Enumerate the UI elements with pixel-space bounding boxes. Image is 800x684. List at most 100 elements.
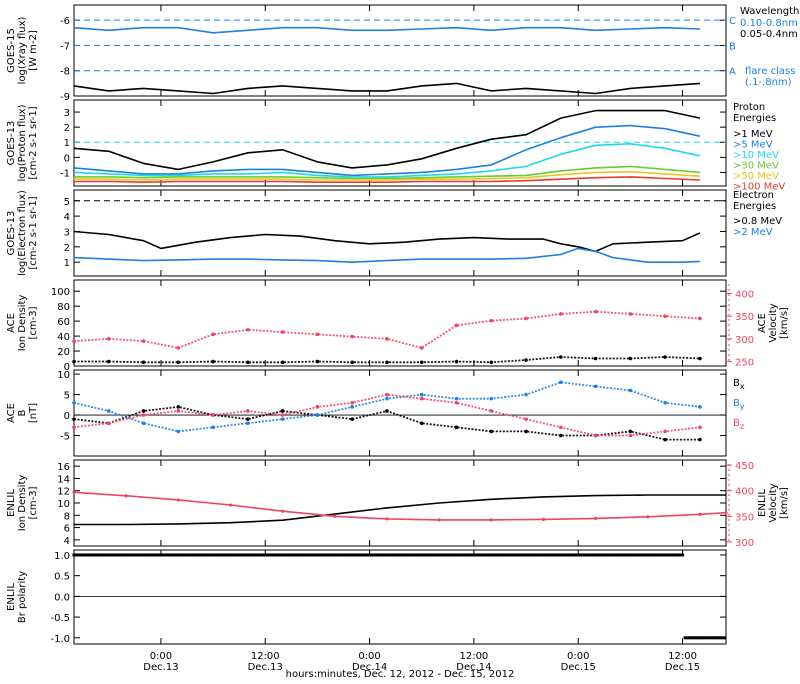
polarity-point — [552, 553, 556, 557]
polarity-point — [244, 553, 248, 557]
y-tick-label: 100 — [51, 287, 70, 298]
data-point — [72, 359, 76, 364]
polarity-point — [716, 636, 720, 640]
polarity-point — [646, 553, 650, 557]
y-right-tick-label: 350 — [735, 312, 754, 323]
polarity-point — [426, 553, 430, 557]
data-point — [72, 425, 76, 430]
polarity-point — [550, 553, 554, 557]
polarity-point — [568, 553, 572, 557]
panel-frame — [73, 459, 727, 547]
polarity-point — [444, 553, 448, 557]
legend-entry: Bx — [733, 378, 745, 391]
polarity-point — [476, 553, 480, 557]
polarity-point — [572, 553, 576, 557]
data-point — [698, 512, 702, 516]
polarity-point — [696, 636, 700, 640]
polarity-point — [428, 553, 432, 557]
x-tick-time-label: 12:00 — [251, 651, 280, 662]
legend-entry: 0.05-0.4nm — [740, 29, 798, 40]
polarity-point — [315, 553, 319, 557]
data-point — [106, 337, 111, 341]
x-tick-time-label: 12:00 — [459, 651, 488, 662]
polarity-point — [368, 553, 372, 557]
y-tick-label: 1 — [64, 138, 70, 149]
polarity-point — [348, 553, 352, 557]
data-point — [559, 433, 563, 438]
y-right-tick-label: 250 — [735, 357, 754, 368]
polarity-point — [578, 553, 582, 557]
series-1-line — [73, 491, 727, 521]
y-tick-label: 5 — [64, 391, 70, 402]
flare-level-label: C — [729, 16, 736, 27]
data-point — [489, 429, 494, 434]
series-1-trace — [73, 310, 700, 349]
data-point — [385, 409, 389, 413]
polarity-point — [76, 553, 80, 557]
polarity-point — [720, 636, 724, 640]
polarity-point — [96, 553, 100, 557]
y-axis-label-p5: ENLIL — [6, 489, 17, 517]
polarity-point — [513, 553, 517, 557]
polarity-point — [335, 553, 339, 557]
polarity-point — [422, 553, 426, 557]
series-0-line — [73, 230, 701, 253]
polarity-point — [687, 636, 691, 640]
polarity-point — [483, 553, 487, 557]
polarity-point — [259, 553, 263, 557]
data-point — [211, 332, 215, 337]
polarity-point — [604, 553, 608, 557]
polarity-point — [587, 553, 591, 557]
polarity-point — [255, 553, 259, 557]
polarity-point — [372, 553, 376, 557]
polarity-point — [554, 553, 558, 557]
y-tick-label: -5 — [60, 432, 70, 443]
polarity-point — [424, 553, 428, 557]
data-point — [176, 429, 181, 434]
polarity-point — [79, 553, 83, 557]
polarity-point — [541, 553, 545, 557]
polarity-point — [228, 553, 232, 557]
data-point — [211, 413, 215, 417]
data-point — [698, 356, 702, 361]
polarity-point — [631, 553, 635, 557]
y-right-axis-label-p5r: Velocity — [768, 483, 779, 522]
polarity-point — [350, 553, 354, 557]
polarity-point — [663, 553, 667, 557]
polarity-point — [231, 553, 235, 557]
polarity-point — [187, 553, 191, 557]
polarity-point — [652, 553, 656, 557]
polarity-point — [274, 553, 278, 557]
y-tick-label: 0 — [64, 362, 70, 373]
polarity-point — [594, 553, 598, 557]
polarity-point — [628, 553, 632, 557]
polarity-point — [709, 636, 713, 640]
polarity-point — [168, 553, 172, 557]
series-5-line — [74, 176, 700, 183]
data-point — [211, 359, 215, 364]
series-0-line — [74, 494, 726, 526]
polarity-point — [522, 553, 526, 557]
y-tick-label: 0 — [64, 411, 70, 422]
y-tick-label: 4 — [64, 212, 70, 223]
data-point — [246, 409, 250, 413]
data-point — [663, 400, 667, 405]
polarity-point — [246, 553, 250, 557]
legend-entry: >2 MeV — [733, 227, 773, 238]
polarity-point — [718, 636, 722, 640]
data-point — [489, 518, 493, 522]
polarity-point — [703, 636, 707, 640]
data-point — [106, 409, 111, 413]
polarity-point — [533, 553, 537, 557]
data-point — [489, 318, 494, 323]
data-point — [246, 417, 250, 421]
data-point — [72, 400, 76, 405]
polarity-point — [196, 553, 200, 557]
data-point — [593, 384, 598, 389]
polarity-point — [450, 553, 454, 557]
polarity-point — [474, 553, 478, 557]
y-axis-label-p5: Ion Density — [17, 475, 28, 532]
polarity-point — [598, 553, 602, 557]
polarity-point — [163, 553, 167, 557]
data-point — [489, 409, 494, 413]
